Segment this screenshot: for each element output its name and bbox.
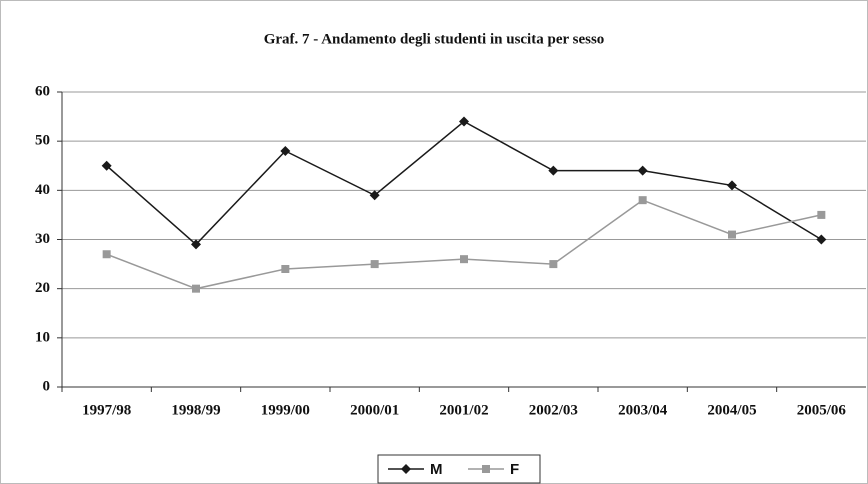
- data-point: [369, 190, 380, 201]
- data-point: [549, 260, 558, 269]
- data-point: [191, 239, 201, 250]
- x-tick-label: 1998/99: [171, 402, 220, 418]
- data-point: [816, 234, 827, 245]
- x-tick-label: 2005/06: [797, 402, 847, 418]
- y-tick-label: 40: [35, 182, 50, 198]
- data-point: [727, 180, 737, 191]
- y-tick-label: 10: [35, 329, 50, 345]
- x-tick-label: 1997/98: [82, 402, 131, 418]
- y-tick-label: 0: [43, 378, 51, 394]
- x-tick-label: 2003/04: [618, 402, 668, 418]
- data-point: [548, 165, 559, 176]
- legend-marker: [401, 464, 411, 474]
- data-point: [370, 260, 379, 269]
- x-tick-label: 2000/01: [350, 402, 399, 418]
- x-tick-label: 2002/03: [529, 402, 578, 418]
- data-point: [280, 146, 291, 156]
- y-tick-label: 30: [35, 231, 50, 247]
- data-point: [728, 230, 736, 239]
- x-tick-label: 2001/02: [439, 402, 488, 418]
- data-point: [460, 255, 468, 264]
- data-point: [192, 284, 200, 293]
- data-point: [459, 116, 469, 127]
- x-tick-label: 1999/00: [261, 402, 310, 418]
- data-point: [281, 265, 290, 273]
- legend-label: F: [510, 461, 519, 478]
- data-point: [817, 210, 826, 219]
- data-point: [101, 160, 112, 171]
- data-point: [637, 165, 648, 176]
- y-tick-label: 20: [35, 280, 50, 296]
- legend-marker: [482, 465, 490, 473]
- chart-title: Graf. 7 - Andamento degli studenti in us…: [264, 31, 605, 47]
- data-point: [638, 196, 647, 205]
- y-tick-label: 50: [35, 133, 50, 149]
- y-tick-label: 60: [35, 83, 50, 99]
- x-tick-label: 2004/05: [707, 402, 756, 418]
- legend-label: M: [430, 461, 443, 478]
- data-point: [102, 250, 111, 259]
